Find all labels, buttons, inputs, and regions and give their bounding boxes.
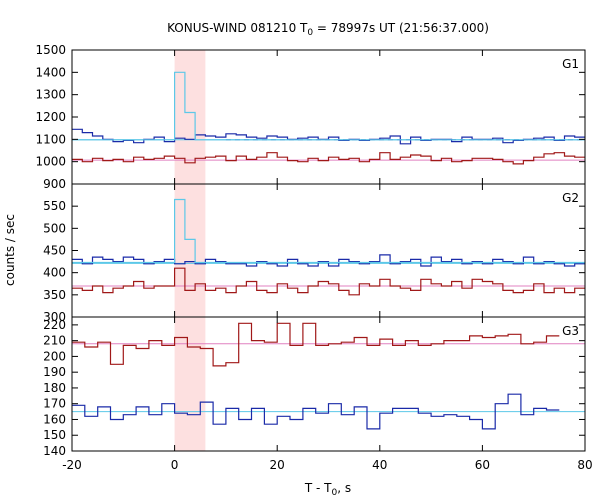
panel-g3-label: G3 [562, 324, 579, 338]
panel-g3-y-tick-label: 210 [43, 334, 66, 348]
panel-g3-y-tick-label: 140 [43, 444, 66, 458]
panel-g1-y-tick-label: 1200 [35, 110, 66, 124]
panel-g2-series-blue [72, 254, 585, 267]
x-axis-label: T - T0, s [304, 481, 351, 498]
panel-g1-series-blue [72, 128, 585, 145]
y-axis-label: counts / sec [3, 214, 17, 286]
panel-g1-y-tick-label: 1100 [35, 132, 66, 146]
panel-g1-y-tick-label: 1000 [35, 155, 66, 169]
panel-g3-series-red [72, 322, 560, 367]
panel-g3-y-tick-label: 160 [43, 412, 66, 426]
panel-g3-frame [71, 316, 586, 452]
panel-g1-y-tick-label: 1300 [35, 88, 66, 102]
panel-g2-y-tick-label: 350 [43, 288, 66, 302]
panel-g1-y-tick-label: 1400 [35, 65, 66, 79]
panel-g1-series-cyan [72, 71, 585, 141]
panel-g2-y-tick-label: 500 [43, 221, 66, 235]
panel-g2-y-tick-label: 450 [43, 244, 66, 258]
x-tick-label: 0 [171, 458, 179, 472]
panel-g2-series-red [72, 267, 585, 296]
panel-g2-y-tick-label: 550 [43, 199, 66, 213]
x-tick-label: -20 [62, 458, 82, 472]
x-tick-label: 40 [372, 458, 387, 472]
panel-g3-y-tick-label: 200 [43, 349, 66, 363]
panel-g1-y-tick-label: 1500 [35, 43, 66, 57]
panel-g2-frame [71, 183, 586, 318]
panel-g2-series-cyan [72, 198, 585, 264]
panel-g1-label: G1 [562, 57, 579, 71]
chart-title: KONUS-WIND 081210 T0 = 78997s UT (21:56:… [167, 21, 489, 38]
panel-g2-label: G2 [562, 191, 579, 205]
panel-g1-frame [71, 49, 586, 185]
panel-g3-y-tick-label: 220 [43, 318, 66, 332]
x-tick-label: 20 [270, 458, 285, 472]
panel-g1-series-red [72, 152, 585, 165]
panel-g3-y-tick-label: 150 [43, 428, 66, 442]
panel-g3-y-tick-label: 190 [43, 365, 66, 379]
panel-g2-y-tick-label: 300 [43, 310, 66, 324]
panel-g2-y-tick-label: 400 [43, 266, 66, 280]
plot-area: 900100011001200130014001500G130035040045… [35, 43, 592, 472]
panel-g3-y-tick-label: 180 [43, 381, 66, 395]
panel-g2-highlight-band [174, 184, 206, 317]
panel-g1-y-tick-label: 900 [43, 177, 66, 191]
x-tick-label: 80 [577, 458, 592, 472]
panel-g3-highlight-band [174, 317, 206, 451]
panel-g3-series-blue [72, 393, 560, 430]
panel-g1-highlight-band [174, 50, 206, 184]
panel-g3-y-tick-label: 170 [43, 397, 66, 411]
x-tick-label: 60 [475, 458, 490, 472]
